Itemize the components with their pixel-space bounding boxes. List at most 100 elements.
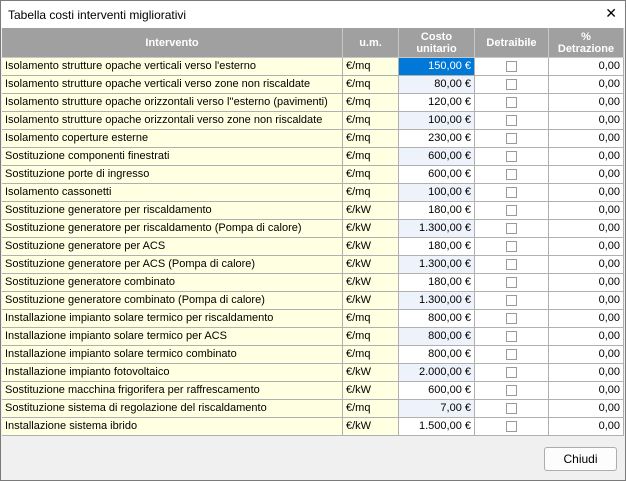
unit-cell[interactable]: €/kW [343,418,399,436]
checkbox[interactable] [506,97,517,108]
intervento-cell[interactable]: Installazione impianto fotovoltaico [2,364,343,382]
cost-cell[interactable]: 800,00 € [399,328,475,346]
unit-cell[interactable]: €/kW [343,364,399,382]
intervento-cell[interactable]: Sostituzione macchina frigorifera per ra… [2,382,343,400]
detrazione-cell[interactable]: 0,00 [549,94,624,112]
unit-cell[interactable]: €/mq [343,328,399,346]
close-dialog-button[interactable]: Chiudi [544,447,617,471]
detrazione-cell[interactable]: 0,00 [549,364,624,382]
cost-cell[interactable]: 7,00 € [399,400,475,418]
detrazione-cell[interactable]: 0,00 [549,328,624,346]
checkbox[interactable] [506,331,517,342]
intervento-cell[interactable]: Isolamento strutture opache orizzontali … [2,112,343,130]
intervento-cell[interactable]: Sostituzione porte di ingresso [2,166,343,184]
column-header[interactable]: Intervento [2,28,343,58]
intervento-cell[interactable]: Sostituzione componenti finestrati [2,148,343,166]
unit-cell[interactable]: €/mq [343,76,399,94]
checkbox[interactable] [506,79,517,90]
checkbox[interactable] [506,223,517,234]
checkbox[interactable] [506,277,517,288]
checkbox[interactable] [506,133,517,144]
unit-cell[interactable]: €/kW [343,382,399,400]
intervento-cell[interactable]: Isolamento strutture opache verticali ve… [2,76,343,94]
cost-cell[interactable]: 100,00 € [399,184,475,202]
checkbox[interactable] [506,151,517,162]
cost-cell[interactable]: 120,00 € [399,94,475,112]
detrazione-cell[interactable]: 0,00 [549,400,624,418]
checkbox[interactable] [506,169,517,180]
detrazione-cell[interactable]: 0,00 [549,418,624,436]
unit-cell[interactable]: €/mq [343,400,399,418]
intervento-cell[interactable]: Sostituzione generatore per riscaldament… [2,202,343,220]
cost-cell[interactable]: 100,00 € [399,112,475,130]
unit-cell[interactable]: €/kW [343,220,399,238]
detrazione-cell[interactable]: 0,00 [549,238,624,256]
detrazione-cell[interactable]: 0,00 [549,76,624,94]
detrazione-cell[interactable]: 0,00 [549,148,624,166]
column-header[interactable]: Detraibile [475,28,549,58]
unit-cell[interactable]: €/mq [343,148,399,166]
detrazione-cell[interactable]: 0,00 [549,274,624,292]
unit-cell[interactable]: €/mq [343,58,399,76]
checkbox[interactable] [506,385,517,396]
unit-cell[interactable]: €/mq [343,310,399,328]
checkbox[interactable] [506,313,517,324]
cost-cell[interactable]: 1.500,00 € [399,418,475,436]
unit-cell[interactable]: €/mq [343,112,399,130]
intervento-cell[interactable]: Isolamento strutture opache verticali ve… [2,58,343,76]
cost-cell[interactable]: 2.000,00 € [399,364,475,382]
close-button[interactable]: ✕ [605,5,617,21]
checkbox[interactable] [506,421,517,432]
detrazione-cell[interactable]: 0,00 [549,112,624,130]
intervento-cell[interactable]: Sostituzione generatore per ACS [2,238,343,256]
checkbox[interactable] [506,259,517,270]
checkbox[interactable] [506,241,517,252]
checkbox[interactable] [506,403,517,414]
detrazione-cell[interactable]: 0,00 [549,220,624,238]
unit-cell[interactable]: €/kW [343,202,399,220]
checkbox[interactable] [506,349,517,360]
intervento-cell[interactable]: Isolamento coperture esterne [2,130,343,148]
cost-cell[interactable]: 800,00 € [399,346,475,364]
column-header[interactable]: % Detrazione [549,28,624,58]
unit-cell[interactable]: €/kW [343,238,399,256]
checkbox[interactable] [506,187,517,198]
unit-cell[interactable]: €/mq [343,346,399,364]
cost-cell[interactable]: 1.300,00 € [399,220,475,238]
intervento-cell[interactable]: Isolamento strutture opache orizzontali … [2,94,343,112]
detrazione-cell[interactable]: 0,00 [549,346,624,364]
detrazione-cell[interactable]: 0,00 [549,310,624,328]
cost-cell[interactable]: 230,00 € [399,130,475,148]
checkbox[interactable] [506,61,517,72]
cost-cell[interactable]: 150,00 € [399,58,475,76]
unit-cell[interactable]: €/mq [343,94,399,112]
intervento-cell[interactable]: Installazione impianto solare termico pe… [2,328,343,346]
detrazione-cell[interactable]: 0,00 [549,292,624,310]
detrazione-cell[interactable]: 0,00 [549,166,624,184]
cost-cell[interactable]: 600,00 € [399,382,475,400]
cost-cell[interactable]: 180,00 € [399,238,475,256]
detrazione-cell[interactable]: 0,00 [549,256,624,274]
cost-cell[interactable]: 80,00 € [399,76,475,94]
cost-cell[interactable]: 180,00 € [399,274,475,292]
checkbox[interactable] [506,115,517,126]
column-header[interactable]: Costo unitario [399,28,475,58]
unit-cell[interactable]: €/mq [343,130,399,148]
intervento-cell[interactable]: Sostituzione generatore combinato (Pompa… [2,292,343,310]
unit-cell[interactable]: €/mq [343,184,399,202]
detrazione-cell[interactable]: 0,00 [549,58,624,76]
cost-cell[interactable]: 600,00 € [399,166,475,184]
detrazione-cell[interactable]: 0,00 [549,382,624,400]
detrazione-cell[interactable]: 0,00 [549,184,624,202]
cost-cell[interactable]: 1.300,00 € [399,256,475,274]
intervento-cell[interactable]: Sostituzione generatore per riscaldament… [2,220,343,238]
cost-cell[interactable]: 180,00 € [399,202,475,220]
intervento-cell[interactable]: Installazione sistema ibrido [2,418,343,436]
detrazione-cell[interactable]: 0,00 [549,202,624,220]
unit-cell[interactable]: €/kW [343,256,399,274]
unit-cell[interactable]: €/kW [343,274,399,292]
intervento-cell[interactable]: Sostituzione sistema di regolazione del … [2,400,343,418]
checkbox[interactable] [506,367,517,378]
intervento-cell[interactable]: Isolamento cassonetti [2,184,343,202]
intervento-cell[interactable]: Installazione impianto solare termico pe… [2,310,343,328]
